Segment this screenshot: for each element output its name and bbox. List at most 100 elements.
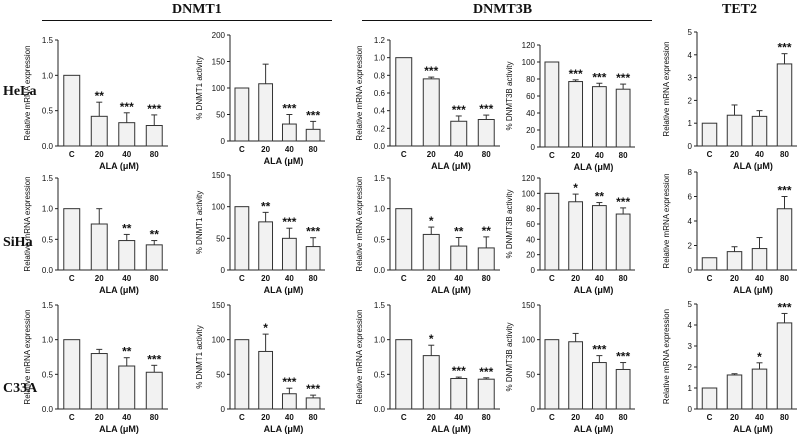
chart-siha-tet2-mrna: 0 2 4 6 8 C 20 40 *** 80 ALA (μM) Relative mRNA exp… [662, 168, 797, 295]
significance-label: *** [592, 70, 606, 84]
y-tick-label: 0.6 [374, 89, 386, 98]
bar [90, 115, 108, 147]
y-tick-label: 0 [531, 143, 536, 152]
x-tick-label: 40 [755, 274, 764, 283]
x-tick-label: 80 [619, 413, 628, 422]
x-tick-label: C [549, 274, 555, 283]
x-tick-label: 80 [780, 413, 789, 422]
y-tick-label: 50 [526, 370, 535, 379]
bar [281, 123, 297, 142]
y-tick-label: 0.0 [374, 142, 386, 151]
x-tick-label: 20 [730, 413, 739, 422]
x-axis-label: ALA (μM) [431, 285, 471, 295]
significance-label: ** [122, 345, 132, 359]
y-tick-label: 2 [688, 242, 693, 251]
bar [63, 208, 81, 271]
header-dnmt1: DNMT1 [172, 2, 222, 17]
y-axis-label: % DNMT1 activity [195, 56, 204, 120]
x-axis-label: ALA (μM) [264, 285, 304, 295]
y-tick-label: 120 [522, 41, 536, 50]
x-tick-label: 80 [482, 274, 491, 283]
y-tick-label: 0.5 [42, 235, 54, 244]
chart-c33a-dnmt1-act: 0 50 100 150 C * 20 *** 40 *** 80 ALA (μM) % DNMT1 a… [195, 301, 325, 434]
x-tick-label: 20 [571, 413, 580, 422]
y-tick-label: 8 [688, 168, 693, 177]
x-tick-label: C [549, 413, 555, 422]
y-tick-label: 1.0 [374, 205, 386, 214]
significance-label: *** [147, 102, 161, 116]
row-label-hela: HeLa [3, 84, 37, 99]
y-tick-label: 5 [688, 28, 693, 37]
y-tick-label: 4 [688, 51, 693, 60]
bar [258, 83, 274, 142]
y-tick-label: 150 [522, 301, 536, 310]
y-tick-label: 1.0 [374, 336, 386, 345]
x-tick-label: C [239, 274, 245, 283]
y-tick-label: 1.5 [42, 301, 54, 310]
header-dnmt1-rule [42, 20, 332, 21]
significance-label: *** [306, 108, 320, 122]
bar [145, 244, 163, 271]
y-axis-label: % DNMT3B activity [505, 62, 514, 131]
significance-label: * [429, 214, 434, 228]
y-tick-label: 0.0 [374, 266, 386, 275]
y-tick-label: 0.0 [42, 405, 54, 414]
significance-label: * [573, 181, 578, 195]
y-tick-label: 100 [522, 336, 536, 345]
y-tick-label: 0.4 [374, 107, 386, 116]
bar [422, 355, 440, 410]
bar [422, 233, 440, 271]
y-tick-label: 150 [212, 301, 226, 310]
y-tick-label: 0 [221, 137, 226, 146]
x-tick-label: 40 [122, 413, 131, 422]
y-tick-label: 40 [526, 235, 535, 244]
y-tick-label: 100 [212, 84, 226, 93]
bar [544, 61, 560, 148]
y-tick-label: 1.2 [374, 36, 386, 45]
x-tick-label: 80 [780, 150, 789, 159]
chart-hela-dnmt3b-act: 0 20 40 60 80 100 120 C *** 20 *** 40 *** 80 ALA (μM)%… [505, 41, 635, 172]
y-axis-label: Relative mRNA expression [355, 45, 364, 140]
y-tick-label: 150 [212, 58, 226, 67]
chart-hela-tet2-mrna: 0 1 2 3 4 5 C 20 40 *** 80 ALA (μM) Relative mRNA ex… [662, 28, 797, 171]
y-tick-label: 2 [688, 96, 693, 105]
x-tick-label: C [401, 413, 407, 422]
y-tick-label: 40 [526, 109, 535, 118]
bar [63, 74, 81, 147]
significance-label: *** [616, 350, 630, 364]
bar [726, 114, 743, 147]
y-axis-label: Relative mRNA expression [355, 309, 364, 404]
bar [751, 248, 768, 271]
y-tick-label: 1.5 [42, 36, 54, 45]
significance-label: *** [479, 365, 493, 379]
bar [615, 88, 631, 148]
x-tick-label: C [69, 413, 75, 422]
x-tick-label: 40 [595, 413, 604, 422]
y-tick-label: 0.0 [42, 266, 54, 275]
significance-label: *** [592, 343, 606, 357]
x-tick-label: 20 [95, 413, 104, 422]
y-tick-label: 200 [212, 31, 226, 40]
significance-label: *** [569, 67, 583, 81]
x-axis-label: ALA (μM) [99, 424, 139, 434]
significance-label: *** [282, 102, 296, 116]
significance-label: *** [282, 215, 296, 229]
bar [751, 368, 768, 410]
y-tick-label: 0.5 [42, 107, 54, 116]
x-tick-label: 80 [780, 274, 789, 283]
y-tick-label: 4 [688, 217, 693, 226]
bar [118, 365, 136, 410]
bar [234, 339, 250, 410]
bar [395, 339, 413, 410]
x-tick-label: 80 [150, 413, 159, 422]
chart-c33a-tet2-mrna: 0 1 2 3 4 5 C 20 * 40 *** 80 ALA (μM) Relative mRNA e… [662, 300, 797, 434]
x-tick-label: C [401, 274, 407, 283]
y-tick-label: 1.5 [374, 174, 386, 183]
bar [145, 125, 163, 147]
x-tick-label: 80 [482, 150, 491, 159]
y-tick-label: 50 [216, 234, 225, 243]
y-tick-label: 0.2 [374, 124, 386, 133]
bar [422, 78, 440, 147]
y-axis-label: % DNMT1 activity [195, 325, 204, 389]
